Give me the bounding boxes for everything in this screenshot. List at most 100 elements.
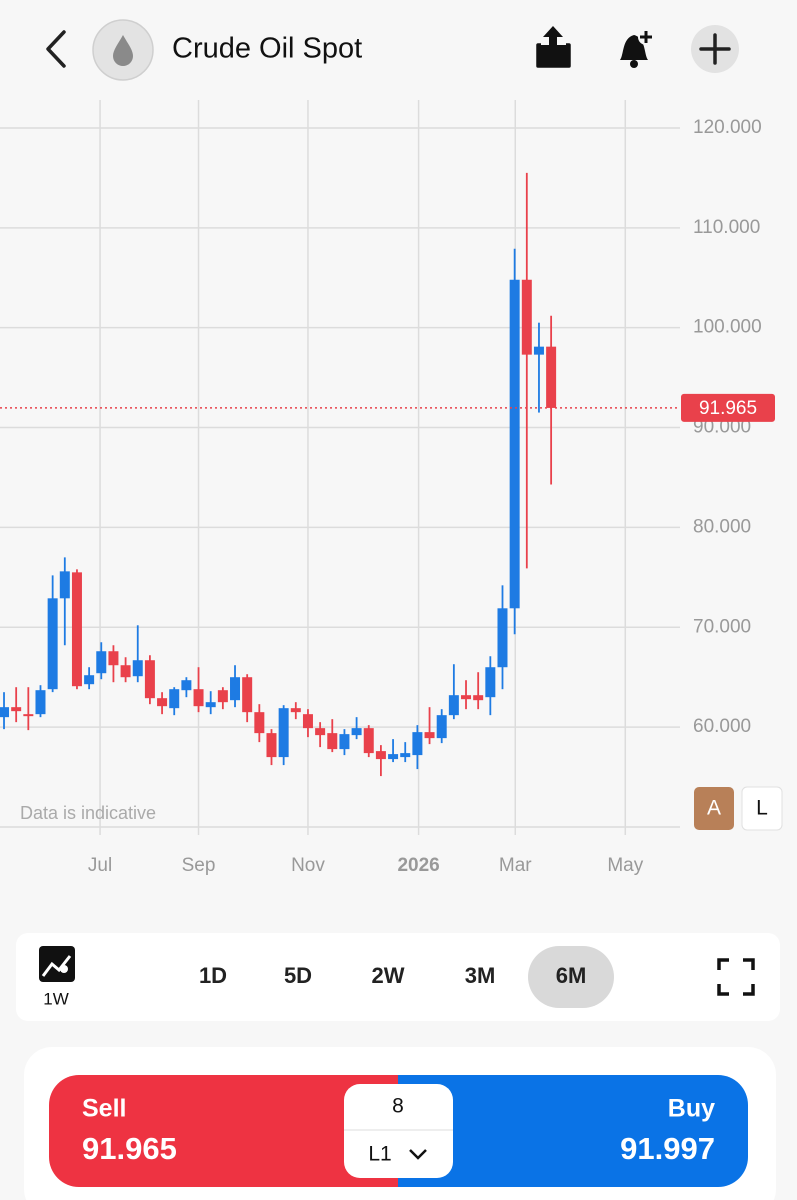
y-tick-label: 110.000 xyxy=(693,217,760,238)
candle-body xyxy=(96,651,107,674)
y-tick-label: 70.000 xyxy=(693,616,751,637)
timeframe-selected xyxy=(528,946,614,1008)
buy-label: Buy xyxy=(668,1095,715,1123)
candle-body xyxy=(424,732,435,739)
candle-body xyxy=(412,732,423,756)
back-button[interactable] xyxy=(46,30,66,68)
candle-body xyxy=(533,346,544,355)
sell-price: 91.965 xyxy=(82,1131,177,1166)
candle-body xyxy=(120,665,131,678)
lot: L1 xyxy=(368,1143,391,1166)
share-button[interactable] xyxy=(536,26,571,68)
x-tick-label: May xyxy=(607,855,643,876)
timeframe-option[interactable]: 5D xyxy=(284,963,312,988)
timeframe-option[interactable]: 6M xyxy=(556,963,587,988)
timeframe-options: 1D 5D 2W 3M 6M xyxy=(199,946,614,1008)
log-scale-label: L xyxy=(756,797,768,820)
last-price-label: 91.965 xyxy=(699,398,757,419)
candle-body xyxy=(351,728,362,736)
candle-body xyxy=(108,651,119,666)
candle-body xyxy=(546,346,557,408)
candle-body xyxy=(400,753,411,758)
candle-body xyxy=(375,751,386,760)
candle-body xyxy=(266,733,277,758)
candle-body xyxy=(242,677,253,713)
buy-price: 91.997 xyxy=(620,1131,715,1166)
x-tick-label: 2026 xyxy=(397,855,439,876)
fullscreen-button[interactable] xyxy=(717,958,755,996)
candle-body xyxy=(497,608,508,668)
y-tick-label: 60.000 xyxy=(693,716,751,737)
interval-button[interactable]: 1W xyxy=(39,946,75,1008)
candle-body xyxy=(278,708,289,758)
candle-body xyxy=(290,708,301,713)
x-tick-label: Nov xyxy=(291,855,325,876)
chart: 60.00070.00080.00090.000100.000110.00012… xyxy=(0,100,775,876)
candle-body xyxy=(157,698,168,707)
sell-label: Sell xyxy=(82,1095,126,1123)
oil-drop xyxy=(113,35,133,66)
candle-body xyxy=(436,715,447,739)
candle-body xyxy=(11,707,22,712)
quantity-box[interactable] xyxy=(344,1084,453,1178)
auto-scale-label: A xyxy=(707,797,721,820)
candle-body xyxy=(473,695,484,701)
candle-body xyxy=(181,680,192,691)
share-arrow xyxy=(543,26,563,52)
candle-body xyxy=(388,754,399,760)
quantity: 8 xyxy=(392,1095,404,1118)
y-tick-label: 100.000 xyxy=(693,317,762,338)
buy-button[interactable] xyxy=(398,1075,748,1187)
candle-body xyxy=(193,689,204,707)
candle-body xyxy=(302,714,313,729)
candle-body xyxy=(169,689,180,709)
candle-body xyxy=(0,707,10,718)
candle-body xyxy=(35,690,46,715)
last-price-tag xyxy=(681,393,775,422)
timeframe-option[interactable]: 3M xyxy=(465,963,496,988)
candle-body xyxy=(205,702,216,708)
interval-icon-line xyxy=(41,955,72,977)
header-title: Crude Oil Spot xyxy=(172,33,362,65)
interval-icon-dot xyxy=(60,965,68,973)
candle-body xyxy=(315,728,326,736)
candle-body xyxy=(217,690,228,703)
candle-body xyxy=(230,677,241,701)
candle-body xyxy=(521,279,532,355)
lot-chevron xyxy=(409,1149,427,1160)
interval-label: 1W xyxy=(43,989,69,1008)
timeframe-option[interactable]: 2W xyxy=(372,963,405,988)
alert-button[interactable] xyxy=(620,29,654,68)
candle-body xyxy=(59,571,70,599)
x-tick-label: Sep xyxy=(182,855,216,876)
candle-body xyxy=(144,660,155,699)
candle-body xyxy=(23,714,34,717)
candle-body xyxy=(71,572,82,687)
auto-scale-button[interactable] xyxy=(694,787,734,830)
x-tick-label: Jul xyxy=(88,855,112,876)
log-scale-button[interactable] xyxy=(741,786,783,831)
add-button[interactable] xyxy=(691,25,739,73)
interval-icon xyxy=(39,946,75,982)
candle-body xyxy=(84,675,95,685)
share-fill xyxy=(538,45,569,66)
y-tick-label: 80.000 xyxy=(693,516,751,537)
timeframe-option[interactable]: 1D xyxy=(199,963,227,988)
y-tick-label: 120.000 xyxy=(693,117,762,138)
candle-body xyxy=(339,734,350,750)
candle-body xyxy=(327,733,338,750)
bell-plus xyxy=(640,31,652,43)
candle-body xyxy=(254,712,265,734)
candle-body xyxy=(363,728,374,754)
candle-body xyxy=(509,279,520,609)
candle-body xyxy=(448,695,459,716)
candle-body xyxy=(485,667,496,698)
candle-body xyxy=(47,598,58,690)
chart-note: Data is indicative xyxy=(20,803,156,823)
sell-button[interactable] xyxy=(49,1075,398,1187)
add-plus xyxy=(699,33,731,65)
candle-body xyxy=(461,695,472,700)
